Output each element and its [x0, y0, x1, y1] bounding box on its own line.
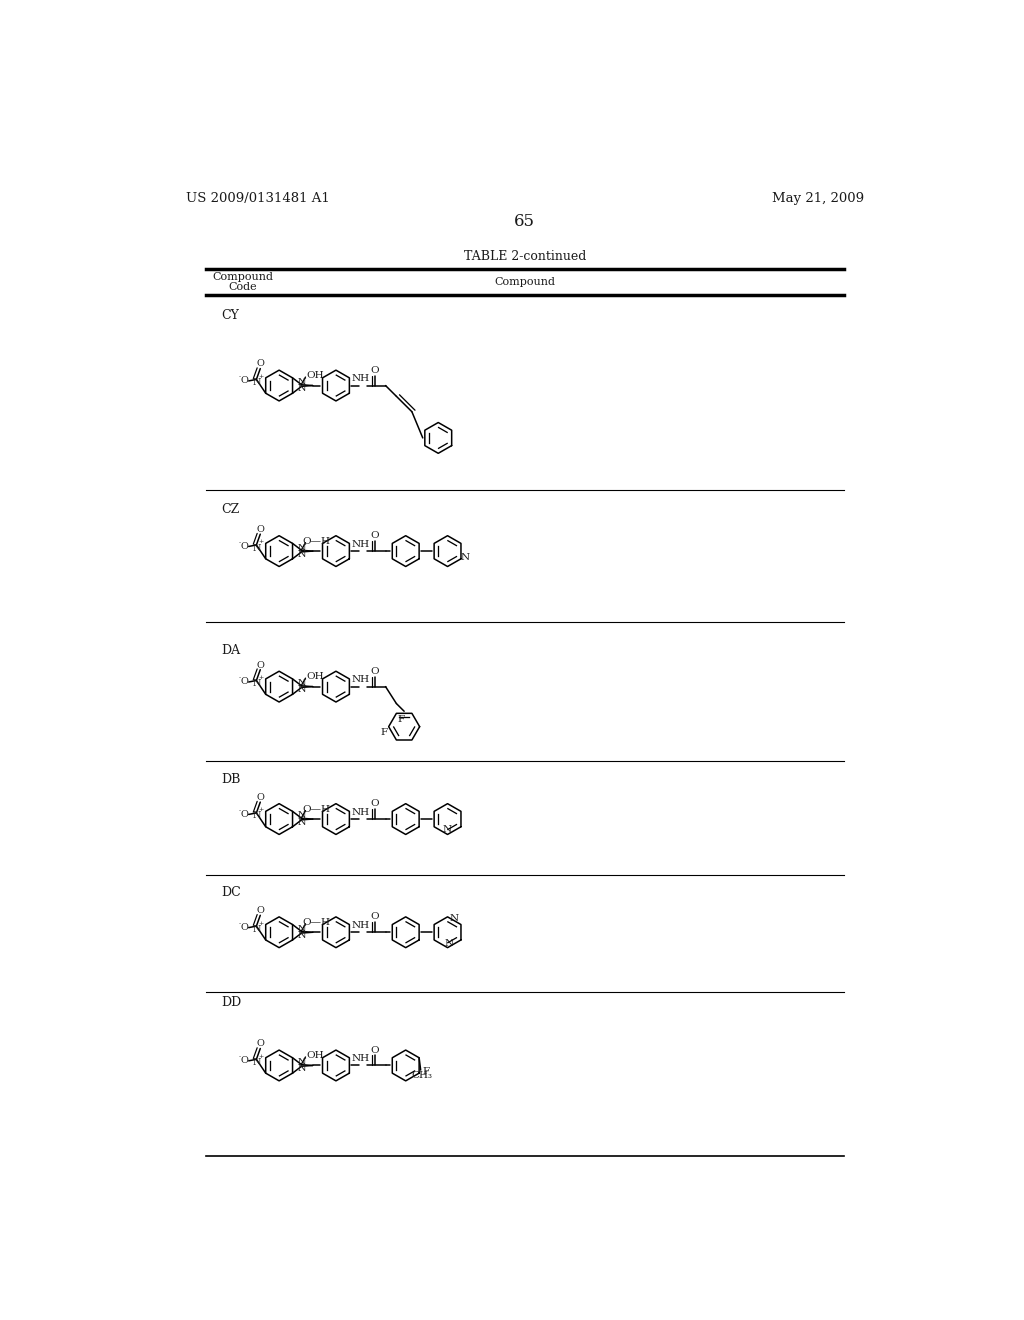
Text: N: N	[297, 384, 306, 393]
Text: N: N	[297, 1064, 306, 1073]
Text: -: -	[239, 375, 241, 380]
Text: -: -	[239, 921, 241, 927]
Text: 65: 65	[514, 213, 536, 230]
Text: NH: NH	[351, 374, 370, 383]
Text: N: N	[252, 544, 261, 553]
Text: NH: NH	[351, 808, 370, 817]
Text: CY: CY	[221, 309, 239, 322]
Text: N: N	[443, 825, 453, 833]
Text: OH: OH	[306, 371, 324, 380]
Text: O: O	[256, 525, 264, 535]
Text: O: O	[371, 1045, 379, 1055]
Text: NH: NH	[351, 1055, 370, 1063]
Text: O: O	[256, 359, 264, 368]
Text: DD: DD	[221, 997, 242, 1010]
Text: OH: OH	[306, 1051, 324, 1060]
Text: N: N	[297, 549, 306, 558]
Text: O: O	[241, 810, 249, 818]
Text: N: N	[297, 678, 306, 688]
Text: F: F	[381, 729, 387, 738]
Text: +: +	[258, 920, 263, 925]
Text: O: O	[241, 923, 249, 932]
Text: N: N	[252, 1057, 261, 1067]
Text: N: N	[252, 378, 261, 387]
Text: O—H: O—H	[302, 917, 331, 927]
Text: NH: NH	[351, 676, 370, 684]
Text: N: N	[297, 544, 306, 553]
Text: DA: DA	[221, 644, 240, 656]
Text: May 21, 2009: May 21, 2009	[772, 191, 864, 205]
Text: TABLE 2-continued: TABLE 2-continued	[464, 251, 586, 264]
Text: N: N	[252, 812, 261, 821]
Text: DB: DB	[221, 774, 241, 785]
Text: US 2009/0131481 A1: US 2009/0131481 A1	[186, 191, 330, 205]
Text: N: N	[444, 939, 454, 948]
Text: N: N	[297, 1057, 306, 1067]
Text: N: N	[252, 925, 261, 933]
Text: -: -	[239, 676, 241, 681]
Text: O: O	[371, 531, 379, 540]
Text: +: +	[258, 808, 263, 812]
Text: O: O	[256, 660, 264, 669]
Text: DC: DC	[221, 886, 241, 899]
Text: +: +	[258, 1053, 263, 1059]
Text: O—H: O—H	[302, 805, 331, 813]
Text: -: -	[239, 540, 241, 545]
Text: O: O	[371, 799, 379, 808]
Text: O: O	[256, 1039, 264, 1048]
Text: +: +	[258, 675, 263, 680]
Text: O: O	[241, 677, 249, 686]
Text: O: O	[241, 376, 249, 385]
Text: N: N	[460, 553, 469, 562]
Text: CZ: CZ	[221, 503, 240, 516]
Text: N: N	[297, 925, 306, 933]
Text: N: N	[450, 913, 459, 923]
Text: O: O	[256, 793, 264, 803]
Text: N: N	[297, 685, 306, 694]
Text: +: +	[258, 374, 263, 379]
Text: O: O	[371, 667, 379, 676]
Text: F: F	[423, 1067, 430, 1076]
Text: F: F	[397, 715, 404, 723]
Text: +: +	[258, 540, 263, 544]
Text: -: -	[239, 1055, 241, 1060]
Text: N: N	[297, 812, 306, 821]
Text: Compound: Compound	[212, 272, 273, 282]
Text: O—H: O—H	[302, 537, 331, 545]
Text: N: N	[297, 378, 306, 387]
Text: -: -	[239, 808, 241, 813]
Text: CH₃: CH₃	[411, 1071, 432, 1080]
Text: NH: NH	[351, 921, 370, 929]
Text: O: O	[371, 912, 379, 921]
Text: O: O	[241, 543, 249, 550]
Text: O: O	[371, 366, 379, 375]
Text: N: N	[297, 817, 306, 826]
Text: OH: OH	[306, 672, 324, 681]
Text: Code: Code	[228, 281, 257, 292]
Text: N: N	[297, 931, 306, 940]
Text: N: N	[252, 678, 261, 688]
Text: Compound: Compound	[495, 277, 555, 286]
Text: O: O	[241, 1056, 249, 1065]
Text: NH: NH	[351, 540, 370, 549]
Text: O: O	[256, 907, 264, 915]
